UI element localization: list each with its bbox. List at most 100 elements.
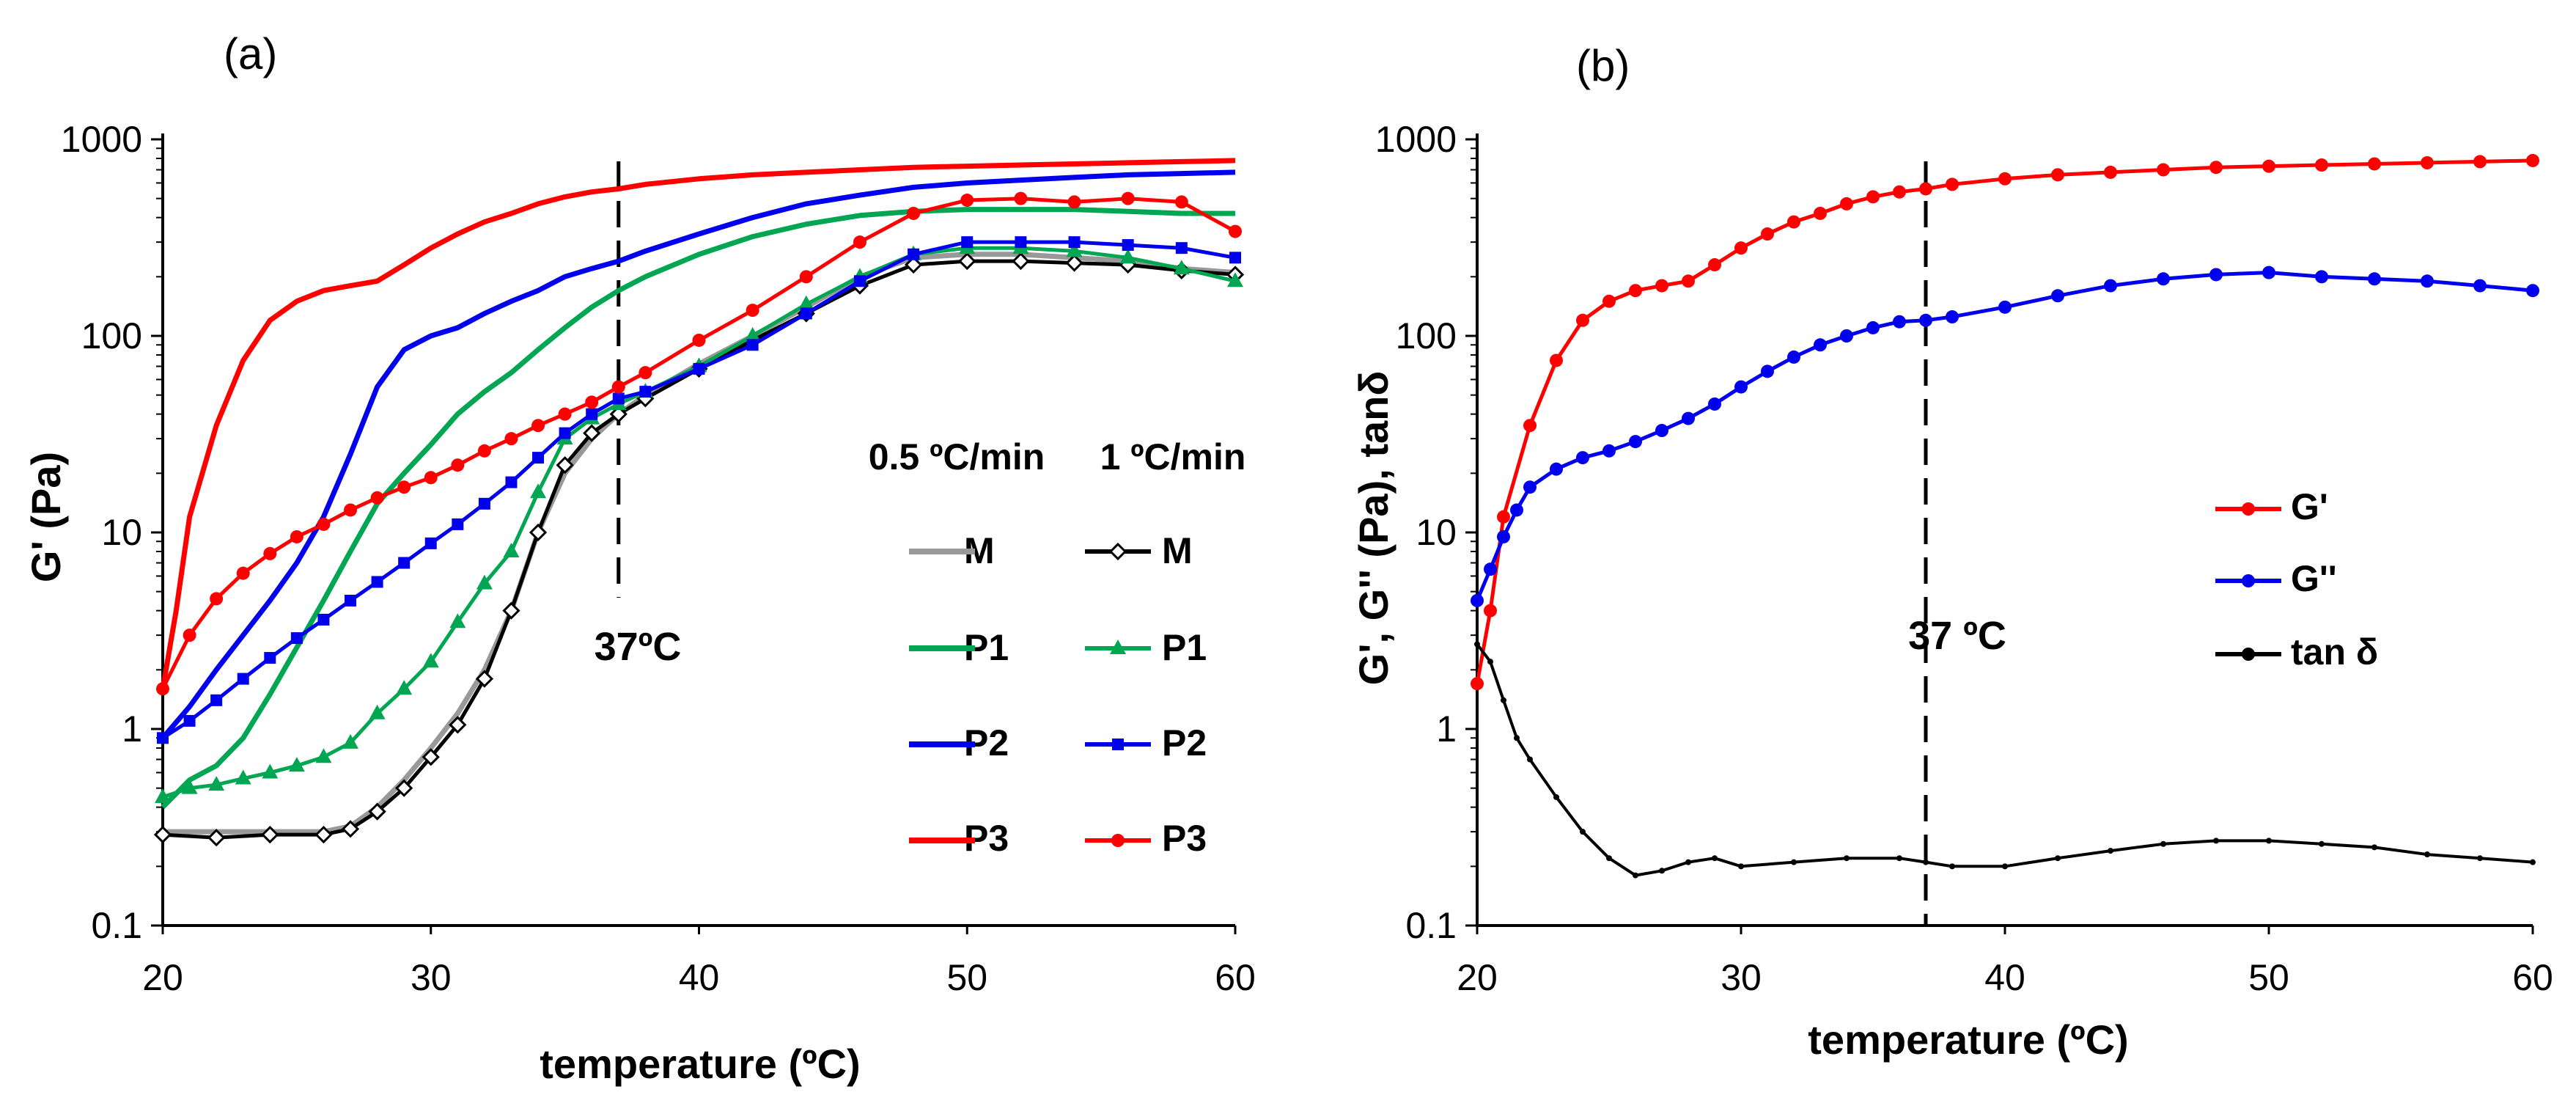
series-m-1-c-min-panel-a-point [368, 802, 386, 821]
series-g-prime-panel-b-point [1840, 197, 1853, 210]
series-p3-1-c-min-panel-a-point [263, 546, 277, 560]
legend-marker-tan [2242, 648, 2255, 661]
series-m-1-c-min-panel-a-point [261, 825, 279, 844]
series-g-prime-panel-b-point [1655, 279, 1668, 293]
series-p2-1-c-min-panel-a-point [908, 248, 920, 260]
series-p3-1-c-min-panel-a-point [558, 407, 572, 421]
series-p3-1-c-min-panel-a-point [1121, 191, 1135, 205]
panel-a-37c-annotation: 37ºC [595, 625, 682, 669]
series-g-prime-panel-b-point [2209, 161, 2223, 175]
series-g-prime-panel-b-point [2104, 165, 2117, 179]
series-p1-1-c-min-panel-a-point [530, 483, 547, 499]
series-g-double-prime-panel-b-point [1946, 310, 1959, 324]
series-g-prime-panel-b-point [2051, 168, 2064, 182]
legend-label-tan-delta: tan δ [2291, 631, 2378, 673]
series-tan-panel-b-point [2371, 844, 2377, 851]
series-p1-1-c-min-panel-a-point [503, 542, 520, 557]
series-g-double-prime-panel-b-point [2104, 279, 2117, 293]
series-p1-1-c-min-panel-a-point [208, 776, 225, 791]
panel-a-x-axis-title: temperature (ºC) [540, 1041, 860, 1087]
series-g-double-prime-panel-b-point [1919, 313, 1932, 327]
series-g-double-prime-panel-b-point [2315, 270, 2328, 284]
series-tan-panel-b-point [2108, 848, 2113, 854]
series-g-prime-panel-b [1471, 153, 2539, 691]
series-g-prime-panel-b-point [1484, 604, 1497, 618]
series-g-prime-panel-b-point [1893, 185, 1906, 199]
series-p2-1-c-min-panel-a-point [1122, 239, 1134, 252]
series-tan-panel-b-point [2319, 840, 2325, 847]
series-g-double-prime-panel-b-point [2421, 274, 2434, 288]
series-g-double-prime-panel-b-point [1523, 480, 1537, 494]
series-m-1-c-min-panel-a-point [153, 825, 172, 844]
series-tan-panel-b-point [1844, 855, 1850, 862]
series-p2-1-c-min-panel-a-point [612, 392, 625, 405]
series-m-1-c-min-panel-a-point [1012, 252, 1030, 271]
series-p1-1-c-min-panel-a-point [476, 574, 493, 590]
series-tan-panel-b-line [1476, 643, 2533, 877]
series-g-prime-panel-b-point [1919, 182, 1932, 196]
series-p1-1-c-min-panel-a-point [1119, 249, 1136, 264]
panel-a-y-tick-label: 1000 [61, 119, 142, 160]
series-p2-1-c-min-panel-a-point [183, 714, 196, 727]
series-g-double-prime-panel-b-point [1734, 380, 1748, 394]
series-p2-1-c-min-panel-a-point [586, 408, 598, 420]
series-p2-1-c-min-panel-a-point [210, 694, 223, 706]
series-g-prime-panel-b-point [1787, 215, 1800, 229]
series-p2-1-c-min-panel-a-point [478, 497, 490, 510]
panel-b-y-tick-label: 1000 [1375, 119, 1457, 160]
series-p3-1-c-min-panel-a-point [585, 395, 599, 409]
series-p2-0-5-c-min-panel-a-line [161, 169, 1236, 740]
legend-label-m-fast: M [1162, 530, 1193, 571]
series-g-prime-panel-b-point [1523, 419, 1537, 433]
panel-a-y-tick-label: 100 [81, 315, 142, 356]
series-p3-1-c-min-panel-a-point [210, 592, 224, 606]
series-p3-1-c-min-panel-a-point [907, 206, 921, 220]
series-p3-1-c-min-panel-a-point [504, 432, 518, 446]
series-g-double-prime-panel-b [1471, 265, 2539, 607]
series-g-double-prime-panel-b-point [1471, 593, 1484, 607]
series-tan-panel-b-point [2002, 863, 2008, 870]
series-p1-1-c-min-panel-a-point [342, 733, 359, 749]
series-g-prime-panel-b-point [1761, 227, 1774, 241]
series-m-1-c-min-panel-a-point [556, 456, 574, 474]
series-g-double-prime-panel-b-point [1602, 444, 1616, 458]
series-tan-panel-b-point [1633, 872, 1638, 879]
series-p3-1-c-min-panel-a-point [424, 471, 438, 485]
series-tan-panel-b-point [2266, 838, 2272, 844]
series-p3-1-c-min-panel-a-point [1229, 224, 1242, 238]
series-g-double-prime-panel-b-point [1629, 435, 1642, 449]
series-p1-1-c-min-panel-a-point [1066, 242, 1083, 257]
series-tan-panel-b-point [1474, 641, 1480, 648]
panel-a-y-tick-label: 1 [122, 708, 142, 750]
series-p2-0-5-c-min-panel-a [161, 169, 1236, 740]
series-p2-1-c-min-panel-a-point [157, 732, 169, 744]
series-g-prime-panel-b-point [1682, 274, 1695, 288]
series-m-1-c-min-panel-a-point [314, 825, 333, 844]
panel-b-x-tick-label: 50 [2248, 957, 2289, 998]
series-p2-1-c-min-panel-a-point [800, 307, 812, 320]
series-g-double-prime-panel-b-point [1576, 451, 1589, 465]
series-p2-1-c-min-panel-a-point [1068, 236, 1081, 249]
series-m-1-c-min-panel-a-point [475, 670, 494, 688]
panel-b-y-tick-label: 10 [1416, 512, 1457, 553]
series-tan-panel-b-point [1659, 868, 1665, 874]
series-g-double-prime-panel-b-point [1840, 329, 1853, 342]
series-g-double-prime-panel-b-point [1787, 350, 1800, 364]
series-g-prime-panel-b-point [2473, 155, 2487, 169]
series-tan-panel-b-point [1949, 863, 1955, 870]
series-p2-1-c-min-panel-a-point [398, 557, 411, 569]
series-m-1-c-min-panel-a-point [341, 820, 360, 838]
panel-a-x-tick-label: 20 [142, 957, 183, 998]
series-p1-1-c-min-panel-a-point [449, 613, 466, 629]
series-g-double-prime-panel-b-point [2473, 279, 2487, 293]
series-m-1-c-min-panel-a-point [583, 424, 601, 442]
panel-b-x-axis-title: temperature (ºC) [1808, 1016, 2128, 1063]
panel-a: (a) temperature (ºC) G' (Pa) 37ºC 0.5 ºC… [23, 29, 1256, 1087]
series-g-double-prime-panel-b-point [2209, 268, 2223, 282]
series-m-1-c-min-panel-a-point [904, 255, 923, 274]
series-g-prime-panel-b-point [2157, 163, 2170, 177]
series-m-1-c-min-panel-a-point [422, 748, 440, 766]
legend-marker-p3 [1111, 834, 1125, 847]
series-g-prime-panel-b-point [1471, 677, 1484, 691]
